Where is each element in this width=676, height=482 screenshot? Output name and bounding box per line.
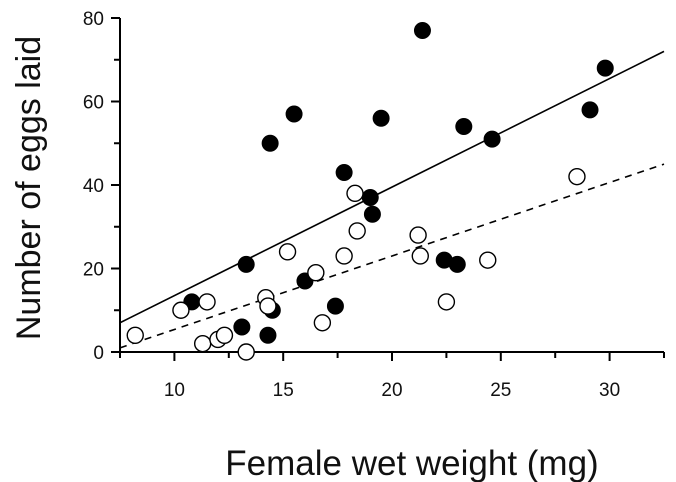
open-data-point (259, 297, 277, 315)
open-data-point (193, 334, 212, 353)
data-points (126, 22, 614, 361)
x-tick-label: 25 (490, 380, 511, 401)
open-data-point (237, 343, 255, 361)
x-tick-label: 30 (599, 380, 620, 401)
x-ticks: 10 15 20 25 30 (119, 352, 665, 401)
filled-data-point (335, 163, 353, 181)
filled-data-point (596, 59, 614, 77)
filled-data-point (448, 255, 466, 273)
filled-data-point (361, 189, 379, 207)
x-tick-label: 10 (164, 380, 185, 401)
open-data-point (126, 326, 144, 344)
open-data-point (278, 243, 297, 261)
y-tick-label: 40 (83, 176, 104, 197)
dashed-fit-line (119, 163, 665, 349)
filled-data-point (259, 326, 277, 344)
filled-data-point (363, 205, 381, 223)
open-data-point (409, 226, 427, 244)
filled-data-point (237, 255, 255, 273)
open-data-point (437, 293, 456, 311)
filled-data-point (233, 318, 251, 336)
y-tick-label: 80 (83, 9, 104, 30)
filled-data-point (261, 134, 279, 152)
y-ticks: 0 20 40 60 80 (83, 9, 120, 364)
x-tick-label: 15 (273, 380, 294, 401)
y-tick-label: 20 (83, 260, 104, 281)
solid-fit-line (119, 50, 665, 324)
open-data-point (307, 263, 325, 282)
filled-data-point (326, 297, 344, 315)
open-data-point (348, 222, 366, 240)
open-data-point (479, 251, 497, 269)
open-data-point (198, 293, 216, 311)
x-tick-label: 20 (381, 380, 402, 401)
y-tick-label: 0 (93, 343, 104, 364)
open-data-point (335, 247, 353, 265)
y-axis-title: Number of eggs laid (10, 36, 48, 340)
y-tick-label: 60 (83, 93, 104, 114)
open-data-point (215, 326, 234, 344)
filled-data-point (372, 109, 390, 127)
filled-data-point (581, 101, 599, 119)
open-data-point (411, 247, 429, 265)
filled-data-point (285, 105, 303, 123)
x-axis-title: Female wet weight (mg) (225, 444, 598, 482)
open-data-point (346, 184, 364, 203)
open-data-point (568, 167, 586, 186)
filled-data-point (413, 22, 431, 40)
open-data-point (172, 301, 190, 319)
filled-data-point (455, 118, 473, 136)
fit-lines (119, 50, 665, 349)
open-data-point (313, 314, 332, 332)
filled-data-point (483, 130, 501, 148)
